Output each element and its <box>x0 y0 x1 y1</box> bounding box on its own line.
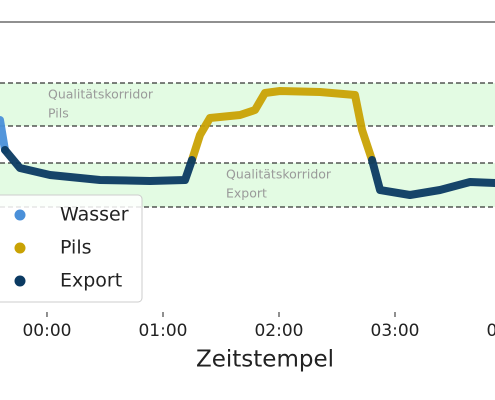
corridor-label: Qualitätskorridor <box>48 87 154 102</box>
legend-label: Export <box>60 270 122 292</box>
x-tick-label: 03:00 <box>371 321 420 341</box>
series-line <box>187 87 377 164</box>
series-line <box>368 156 495 199</box>
legend-label: Wasser <box>60 204 129 226</box>
series-line <box>0 146 196 185</box>
corridor-band <box>0 83 495 126</box>
legend-marker <box>14 209 26 221</box>
x-tick-label: 01:00 <box>138 321 187 341</box>
x-tick-label: 00:00 <box>22 321 71 341</box>
legend-marker <box>14 275 26 287</box>
x-tick-label: 02:00 <box>254 321 303 341</box>
corridor-label: Export <box>226 186 267 201</box>
legend-marker <box>14 242 26 254</box>
legend-label: Pils <box>60 237 92 259</box>
series-line <box>0 116 9 154</box>
x-axis-label: Zeitstempel <box>196 347 334 373</box>
corridor-label: Pils <box>48 106 69 121</box>
corridor-label: Qualitätskorridor <box>226 167 332 182</box>
x-tick-label: 04:00 <box>487 321 495 341</box>
legend-box <box>0 194 143 303</box>
